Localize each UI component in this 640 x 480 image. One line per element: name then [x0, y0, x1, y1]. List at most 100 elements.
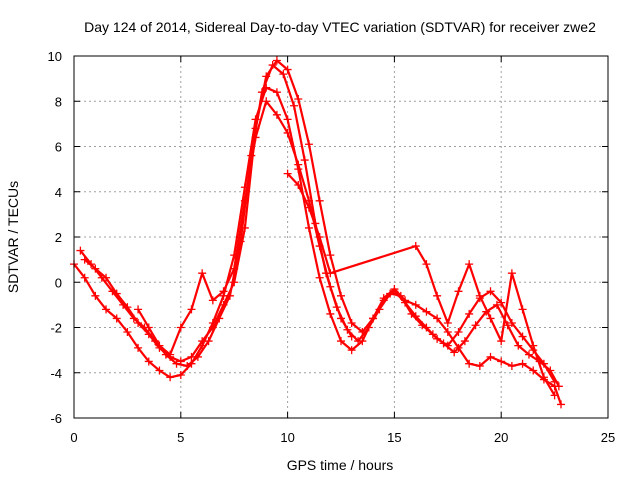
data-point [433, 291, 442, 300]
data-point [514, 341, 523, 350]
data-point [219, 300, 228, 309]
data-point [155, 341, 164, 350]
data-point [176, 371, 185, 380]
data-point [112, 314, 121, 323]
data-point [134, 343, 143, 352]
data-point [272, 110, 281, 119]
data-point [443, 341, 452, 350]
series-track-e [283, 169, 559, 400]
data-point [144, 357, 153, 366]
y-tick-label: 4 [55, 185, 62, 200]
data-point [300, 156, 309, 165]
x-tick-label: 15 [387, 430, 401, 445]
data-point [230, 278, 239, 287]
data-point [554, 382, 563, 391]
data-point [272, 88, 281, 97]
data-point [198, 337, 207, 346]
series-track-d [134, 97, 356, 359]
data-point [465, 260, 474, 269]
data-point [262, 97, 271, 106]
data-point [507, 269, 516, 278]
data-point [450, 348, 459, 357]
data-point [518, 305, 527, 314]
data-point [112, 289, 121, 298]
data-point [529, 341, 538, 350]
data-point [475, 361, 484, 370]
data-point [230, 264, 239, 273]
data-point [240, 196, 249, 205]
y-tick-label: 0 [55, 275, 62, 290]
data-point [557, 400, 566, 409]
data-point [208, 323, 217, 332]
y-tick-label: -4 [50, 366, 62, 381]
data-point [529, 366, 538, 375]
data-point [283, 169, 292, 178]
y-axis-label: SDTVAR / TECUs [5, 181, 21, 293]
data-point [518, 332, 527, 341]
data-point [183, 361, 192, 370]
data-point [347, 332, 356, 341]
data-point [134, 318, 143, 327]
y-tick-label: -2 [50, 321, 62, 336]
y-tick-label: 10 [48, 49, 62, 64]
data-point [283, 115, 292, 124]
data-point [144, 330, 153, 339]
data-point [326, 309, 335, 318]
data-point [91, 291, 100, 300]
data-point [507, 361, 516, 370]
data-point [80, 255, 89, 264]
data-point [262, 72, 271, 81]
data-point [240, 223, 249, 232]
data-point [465, 309, 474, 318]
data-point [279, 70, 288, 79]
data-point [507, 318, 516, 327]
y-tick-label: 8 [55, 94, 62, 109]
data-point [460, 337, 469, 346]
data-point [411, 312, 420, 321]
data-point [123, 328, 132, 337]
data-point [492, 300, 501, 309]
data-point [326, 282, 335, 291]
x-tick-label: 10 [280, 430, 294, 445]
data-point [354, 337, 363, 346]
data-point [102, 273, 111, 282]
x-tick-label: 5 [177, 430, 184, 445]
data-point [272, 56, 281, 65]
data-point [166, 350, 175, 359]
data-point [550, 391, 559, 400]
data-point [80, 273, 89, 282]
data-point [326, 269, 335, 278]
series-track-c [80, 56, 559, 386]
data-point [219, 287, 228, 296]
data-point [134, 305, 143, 314]
data-point [422, 307, 431, 316]
data-point [326, 251, 335, 260]
x-tick-label: 20 [494, 430, 508, 445]
data-point [166, 373, 175, 382]
data-point [304, 223, 313, 232]
data-point [294, 160, 303, 169]
data-point [198, 269, 207, 278]
data-point [433, 334, 442, 343]
data-point [422, 260, 431, 269]
data-point [315, 233, 324, 241]
data-point [454, 328, 463, 337]
data-point [294, 180, 303, 189]
data-point [497, 357, 506, 366]
data-point [294, 94, 303, 103]
data-point [518, 359, 527, 368]
data-point [315, 273, 324, 282]
data-point [290, 101, 299, 110]
data-point [539, 359, 548, 368]
data-point [433, 314, 442, 323]
data-point [390, 287, 399, 296]
data-point [422, 323, 431, 332]
axis-ticks: 0 5 10 15 20 25 -6 -4 -2 0 2 4 6 8 10 [48, 49, 616, 445]
data-point [337, 291, 345, 300]
data-point [337, 314, 345, 323]
x-tick-label: 0 [70, 430, 77, 445]
data-point [379, 296, 388, 305]
data-point [401, 298, 410, 307]
data-point [337, 337, 345, 346]
